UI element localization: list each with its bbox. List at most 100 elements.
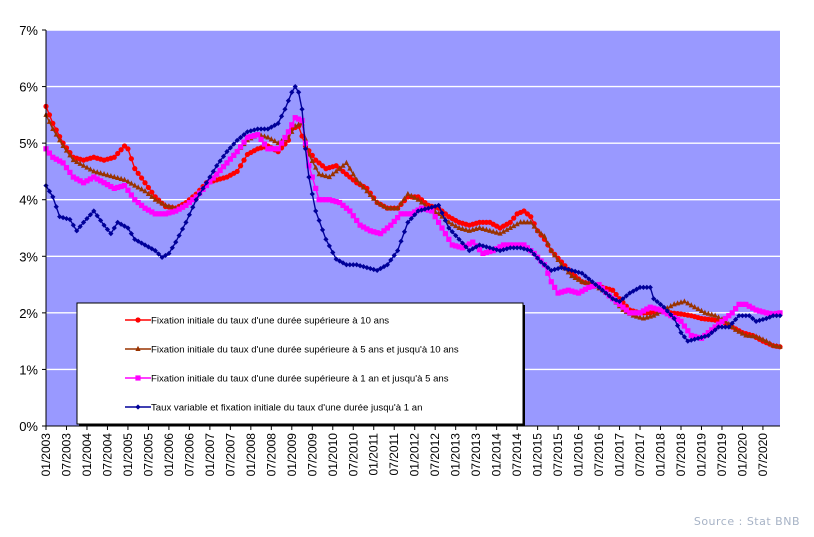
data-point (497, 230, 503, 236)
data-point (743, 301, 749, 307)
data-point (203, 180, 210, 186)
data-point (176, 206, 182, 212)
data-point (555, 256, 561, 263)
data-point (371, 229, 377, 235)
data-point (87, 176, 93, 182)
data-point (333, 256, 339, 262)
data-point (108, 172, 114, 179)
data-point (125, 187, 131, 193)
data-point (763, 315, 769, 322)
data-point (316, 217, 322, 224)
data-point (569, 288, 575, 294)
data-point (753, 333, 759, 339)
data-point (258, 136, 264, 142)
data-point (84, 178, 90, 184)
data-point (261, 126, 268, 132)
data-point (688, 302, 694, 308)
data-point (74, 176, 80, 182)
data-point (674, 316, 681, 323)
x-tick-label: 07/2017 (633, 433, 647, 477)
data-point (558, 265, 565, 271)
data-point (575, 290, 582, 296)
x-tick-label: 07/2007 (223, 433, 237, 477)
data-point (265, 126, 271, 132)
data-point (743, 313, 749, 319)
data-point (511, 215, 517, 221)
data-point (767, 310, 773, 317)
data-point (763, 310, 769, 316)
data-point (613, 291, 619, 298)
data-point (354, 176, 360, 182)
data-point (466, 241, 472, 247)
data-point (258, 126, 264, 132)
data-point (415, 196, 421, 202)
data-point (664, 308, 670, 314)
data-point (265, 134, 271, 140)
data-point (709, 311, 715, 317)
data-point (261, 141, 268, 147)
data-point (115, 174, 121, 181)
data-point (98, 217, 104, 224)
data-point (145, 184, 152, 191)
data-point (511, 222, 517, 229)
data-point (309, 152, 315, 158)
data-point (719, 318, 725, 324)
data-point (91, 168, 97, 174)
data-point (333, 163, 339, 169)
data-point (296, 116, 302, 122)
data-point (166, 250, 172, 257)
data-point (401, 229, 408, 235)
x-tick-label: 07/2011 (387, 433, 401, 476)
data-point (326, 243, 332, 249)
data-point (405, 219, 411, 225)
y-tick-label: 5% (19, 136, 38, 151)
data-point (760, 309, 766, 315)
data-point (685, 338, 691, 344)
data-point (67, 216, 73, 223)
data-point (186, 199, 192, 206)
data-point (57, 137, 63, 143)
data-point (487, 248, 493, 255)
data-point (569, 272, 575, 279)
data-point (377, 201, 384, 207)
data-point (319, 163, 326, 169)
data-point (272, 146, 278, 152)
x-tick-label: 01/2005 (121, 433, 135, 477)
data-point (77, 160, 83, 166)
data-point (224, 160, 230, 166)
data-point (756, 317, 763, 323)
data-point (773, 313, 780, 319)
data-point (773, 343, 780, 349)
data-point (606, 293, 612, 299)
data-point (367, 265, 373, 272)
data-point (517, 219, 524, 225)
data-point (149, 189, 155, 195)
data-point (296, 121, 302, 127)
data-point (538, 259, 544, 265)
data-point (381, 264, 387, 270)
x-tick-label: 07/2016 (592, 433, 606, 477)
data-point (251, 127, 257, 133)
data-point (664, 311, 670, 317)
data-point (668, 312, 674, 318)
data-point (750, 333, 756, 339)
data-point (429, 204, 435, 210)
x-tick-label: 07/2018 (674, 433, 688, 477)
data-point (299, 106, 305, 112)
data-point (156, 198, 162, 204)
data-point (589, 279, 595, 285)
series-layer (43, 83, 783, 350)
data-point (128, 180, 134, 186)
data-point (299, 117, 305, 124)
legend-label: Fixation initiale du taux d'une durée su… (151, 374, 449, 385)
data-point (159, 211, 165, 217)
data-point (241, 132, 247, 138)
data-point (463, 244, 469, 250)
data-point (313, 164, 319, 170)
data-point (313, 185, 319, 191)
data-point (220, 164, 227, 170)
data-point (138, 202, 145, 208)
data-point (74, 228, 80, 234)
data-point (152, 248, 158, 254)
data-point (459, 225, 466, 231)
